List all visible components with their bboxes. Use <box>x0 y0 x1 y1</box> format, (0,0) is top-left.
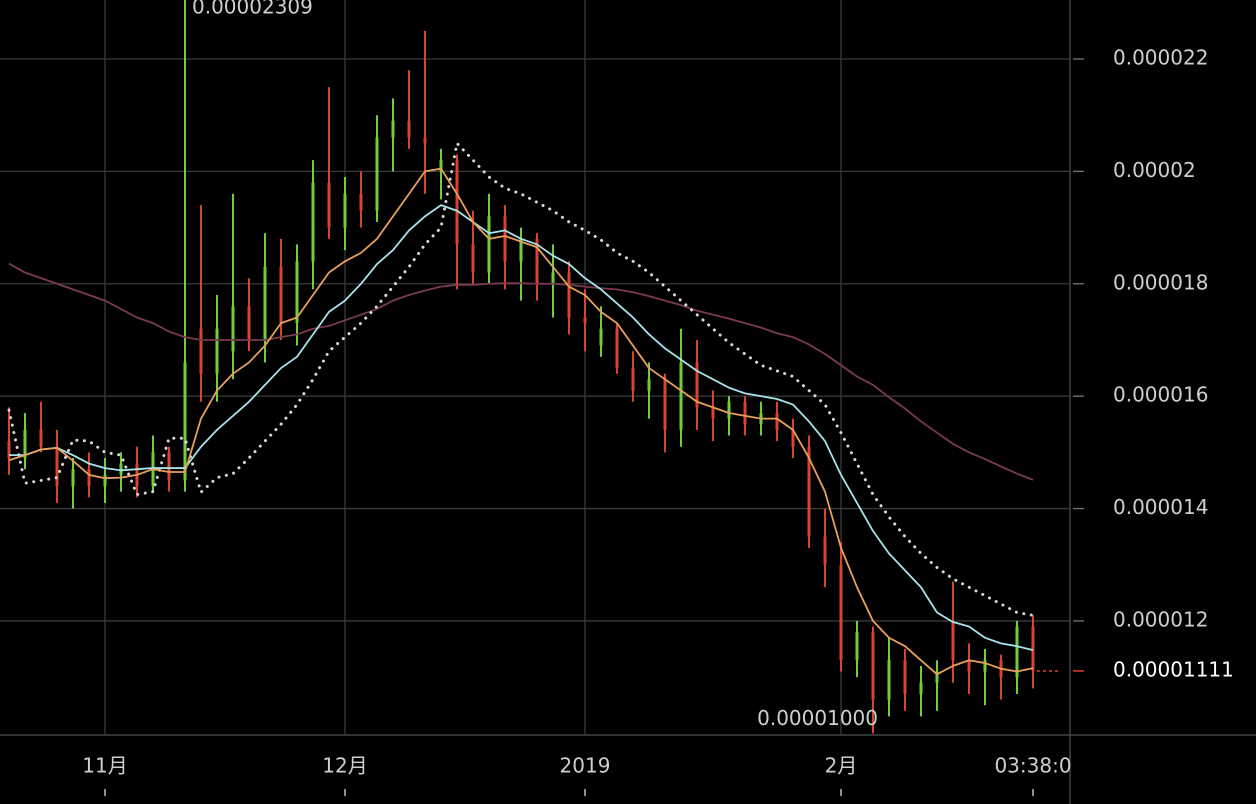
candle-body <box>807 446 811 537</box>
candle-body <box>455 160 459 245</box>
moving-average-line <box>8 167 1034 676</box>
candle-body <box>103 474 107 487</box>
candle-body <box>599 328 603 346</box>
candle-body <box>327 182 331 228</box>
candle-body <box>839 564 843 661</box>
x-tick-label: 2019 <box>560 754 611 778</box>
candle-body <box>983 660 987 672</box>
candle-body <box>71 469 75 487</box>
candle-body <box>247 306 251 340</box>
y-tick-label: 0.000016 <box>1113 383 1208 407</box>
candle-body <box>183 362 187 481</box>
candle-body <box>439 160 443 172</box>
candle-body <box>199 328 203 374</box>
candle-body <box>263 266 267 340</box>
candle-body <box>407 120 411 138</box>
candle-body <box>823 536 827 565</box>
candle-body <box>695 362 699 408</box>
candle-body <box>551 272 555 284</box>
x-tick-label: 2月 <box>825 754 858 778</box>
candle-body <box>279 266 283 324</box>
candle-body <box>215 328 219 374</box>
candle-body <box>631 368 635 391</box>
x-tick-label: 11月 <box>82 754 127 778</box>
candle-body <box>311 182 315 262</box>
y-tick-label: 0.000014 <box>1113 495 1208 519</box>
candle-body <box>391 120 395 138</box>
high-annotation: 0.00002309 <box>192 0 313 19</box>
candle-body <box>359 193 363 211</box>
y-tick-label: 0.000022 <box>1113 46 1208 70</box>
candle-body <box>87 469 91 487</box>
x-tick-label: 03:38:0 <box>994 754 1071 778</box>
candle-body <box>295 261 299 324</box>
candle-body <box>119 463 123 475</box>
candle-body <box>423 137 427 144</box>
candle-body <box>23 429 27 458</box>
candle-body <box>775 413 779 430</box>
candle-body <box>679 362 683 430</box>
candle-body <box>487 216 491 273</box>
candle-body <box>791 429 795 447</box>
dotted-average-line <box>7 141 1035 617</box>
moving-average-line <box>9 204 1034 652</box>
candle-body <box>967 660 971 672</box>
low-annotation: 0.00001000 <box>757 706 878 730</box>
candle-body <box>855 632 859 661</box>
candle-body <box>375 137 379 211</box>
candle-body <box>935 671 939 683</box>
candle-body <box>1031 626 1035 671</box>
last-price-label: 0.00001111 <box>1113 657 1234 681</box>
candle-body <box>231 306 235 352</box>
candle-body <box>7 441 11 458</box>
candle-body <box>167 452 171 481</box>
candle-body <box>583 317 587 324</box>
candle-body <box>567 272 571 318</box>
candle-body <box>903 660 907 694</box>
candle-body <box>887 660 891 700</box>
candle-body <box>535 238 539 284</box>
candle-body <box>343 193 347 228</box>
x-tick-label: 12月 <box>322 754 367 778</box>
candle-body <box>39 429 43 447</box>
candle-body <box>519 238 523 262</box>
candle-body <box>919 682 923 694</box>
candle-body <box>871 632 875 700</box>
candle-body <box>471 244 475 273</box>
candle-body <box>727 401 731 419</box>
layer: 0.000012 0.000014 0.000016 0.000018 0.00002 0… <box>82 0 1234 796</box>
moving-average-line <box>8 262 1034 481</box>
candle-body <box>951 620 955 661</box>
y-tick-label: 0.00002 <box>1113 158 1196 182</box>
candle-body <box>711 407 715 419</box>
y-tick-label: 0.000018 <box>1113 270 1208 294</box>
candle-body <box>55 446 59 487</box>
candle-body <box>615 328 619 369</box>
candle-body <box>503 216 507 262</box>
candle-body <box>647 379 651 391</box>
layer <box>7 0 1035 734</box>
candle-body <box>663 379 667 430</box>
y-tick-label: 0.000012 <box>1113 607 1208 631</box>
candle-body <box>1015 626 1019 678</box>
candle-body <box>743 401 747 425</box>
